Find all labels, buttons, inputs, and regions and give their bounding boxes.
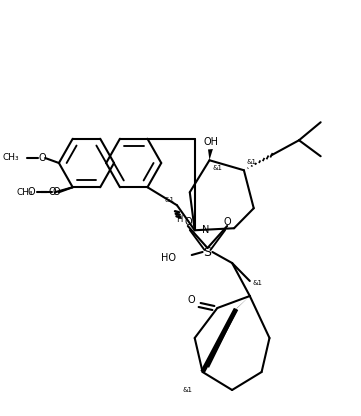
Text: &1: &1 — [253, 280, 263, 286]
Text: HO: HO — [161, 253, 176, 263]
Text: H: H — [176, 215, 182, 224]
Text: CH₃: CH₃ — [3, 154, 19, 163]
Text: OH: OH — [204, 137, 219, 147]
Text: &1: &1 — [164, 197, 174, 203]
Text: O: O — [48, 187, 56, 197]
Text: O: O — [223, 217, 231, 227]
Text: N: N — [201, 225, 209, 235]
Text: CH₃: CH₃ — [17, 188, 33, 197]
Text: S: S — [204, 247, 212, 260]
Text: O: O — [184, 217, 192, 227]
Text: &1: &1 — [247, 159, 257, 165]
Polygon shape — [208, 149, 213, 160]
Text: &1: &1 — [212, 165, 222, 171]
Text: &1: &1 — [183, 387, 193, 393]
Polygon shape — [235, 296, 250, 310]
Text: O: O — [188, 295, 196, 305]
Text: O: O — [38, 153, 46, 163]
Text: O: O — [27, 187, 35, 197]
Text: O: O — [52, 187, 60, 197]
